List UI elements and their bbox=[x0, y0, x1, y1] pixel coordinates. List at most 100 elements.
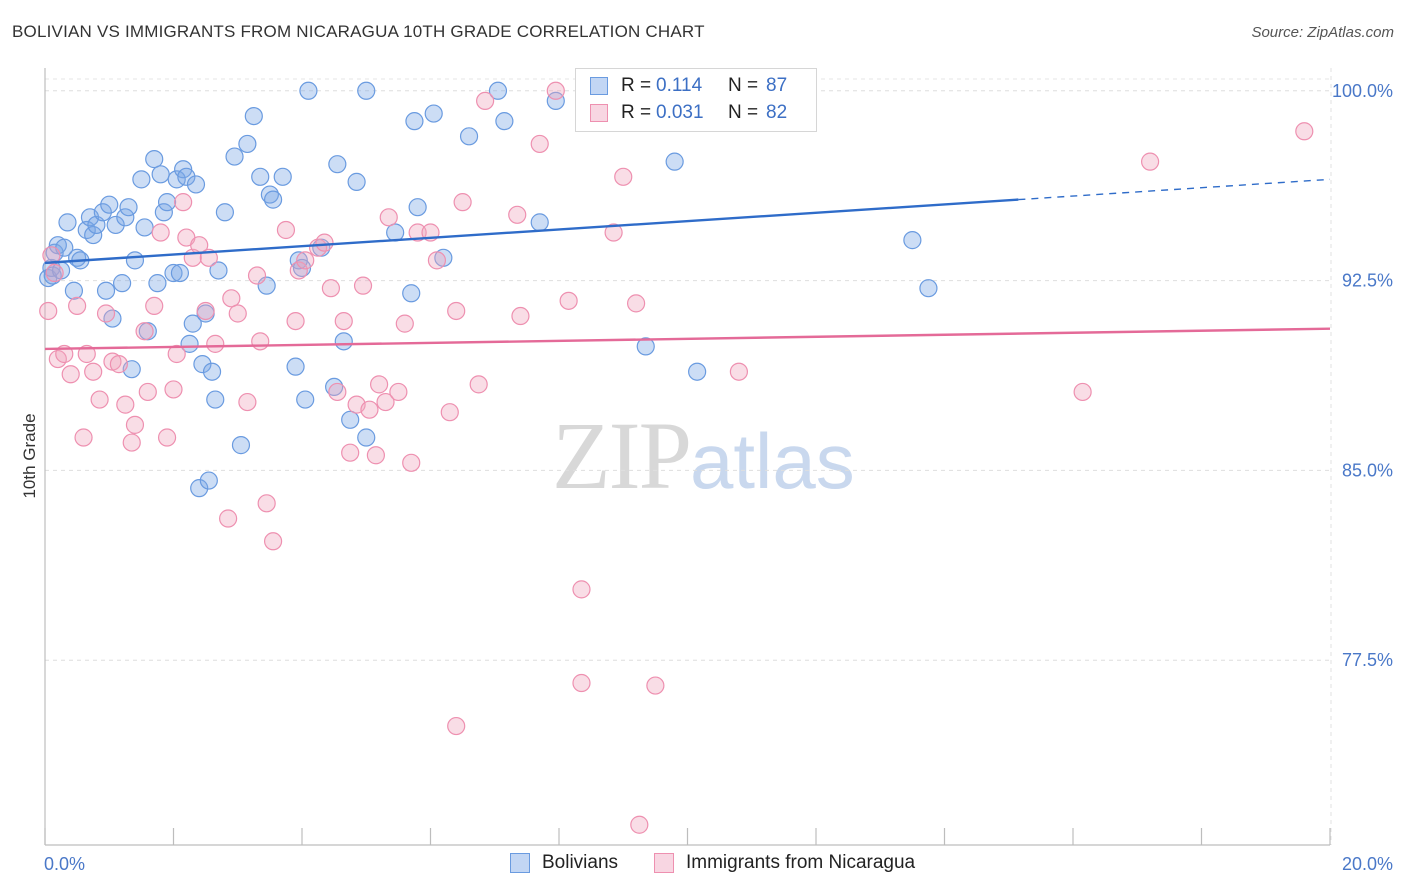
point-nicaragua bbox=[511, 306, 530, 326]
y-tick-label: 77.5% bbox=[1342, 650, 1393, 670]
point-bolivians bbox=[357, 428, 376, 447]
point-nicaragua bbox=[39, 301, 58, 321]
point-nicaragua bbox=[315, 233, 334, 252]
point-bolivians bbox=[325, 377, 344, 396]
point-nicaragua bbox=[476, 91, 495, 111]
point-bolivians bbox=[106, 215, 125, 235]
watermark-zip: ZIP bbox=[552, 402, 692, 509]
point-nicaragua bbox=[96, 304, 116, 323]
point-nicaragua bbox=[116, 395, 135, 414]
point-bolivians bbox=[296, 390, 315, 409]
point-nicaragua bbox=[196, 301, 215, 321]
stats-n-value: 82 bbox=[766, 102, 788, 123]
point-nicaragua bbox=[276, 220, 296, 240]
point-bolivians bbox=[273, 167, 292, 186]
point-nicaragua bbox=[427, 251, 447, 270]
point-nicaragua bbox=[206, 334, 225, 353]
point-bolivians bbox=[199, 471, 218, 490]
stats-swatch-bolivians bbox=[590, 77, 608, 95]
point-bolivians bbox=[286, 357, 305, 376]
stats-r-label: R = bbox=[621, 102, 652, 123]
point-bolivians bbox=[180, 334, 199, 353]
point-nicaragua bbox=[604, 223, 623, 242]
point-nicaragua bbox=[1140, 152, 1160, 171]
point-bolivians bbox=[206, 390, 225, 409]
point-bolivians bbox=[530, 213, 549, 232]
point-bolivians bbox=[93, 203, 112, 222]
stats-n-value: 87 bbox=[766, 75, 788, 96]
point-bolivians bbox=[299, 81, 318, 100]
trend-line-nicaragua bbox=[44, 327, 1331, 351]
point-bolivians bbox=[58, 213, 77, 232]
point-bolivians bbox=[341, 410, 360, 429]
point-bolivians bbox=[100, 195, 119, 214]
point-bolivians bbox=[132, 170, 151, 189]
point-bolivians bbox=[408, 198, 427, 217]
point-nicaragua bbox=[228, 304, 247, 323]
point-nicaragua bbox=[402, 453, 421, 472]
point-bolivians bbox=[112, 274, 132, 293]
point-bolivians bbox=[190, 479, 209, 498]
point-bolivians bbox=[154, 203, 173, 222]
point-nicaragua bbox=[366, 446, 385, 465]
point-nicaragua bbox=[447, 716, 466, 736]
point-nicaragua bbox=[546, 81, 565, 100]
point-bolivians bbox=[238, 134, 257, 154]
point-bolivians bbox=[145, 150, 164, 169]
point-nicaragua bbox=[68, 296, 87, 316]
point-bolivians bbox=[186, 175, 206, 194]
point-nicaragua bbox=[222, 289, 241, 308]
point-nicaragua bbox=[151, 223, 170, 242]
point-bolivians bbox=[328, 155, 347, 174]
point-nicaragua bbox=[572, 580, 591, 599]
point-nicaragua bbox=[90, 390, 109, 409]
point-bolivians bbox=[231, 436, 251, 455]
point-bolivians bbox=[263, 190, 283, 209]
point-nicaragua bbox=[447, 301, 466, 321]
chart-title: BOLIVIAN VS IMMIGRANTS FROM NICARAGUA 10… bbox=[12, 22, 705, 41]
y-tick-label: 85.0% bbox=[1342, 460, 1393, 480]
point-nicaragua bbox=[559, 291, 578, 310]
point-bolivians bbox=[202, 362, 222, 381]
point-bolivians bbox=[546, 91, 565, 111]
point-nicaragua bbox=[296, 251, 315, 270]
y-tick-label: 92.5% bbox=[1342, 271, 1393, 291]
point-nicaragua bbox=[395, 314, 414, 333]
point-nicaragua bbox=[530, 134, 549, 154]
stats-r-value: 0.114 bbox=[656, 75, 703, 96]
point-bolivians bbox=[183, 314, 202, 333]
point-bolivians bbox=[151, 165, 170, 184]
point-bolivians bbox=[96, 281, 116, 300]
point-bolivians bbox=[386, 223, 405, 242]
trend-line-bolivians bbox=[44, 198, 1019, 265]
y-tick-label: 100.0% bbox=[1332, 81, 1393, 101]
point-bolivians bbox=[164, 263, 183, 283]
point-nicaragua bbox=[729, 362, 749, 381]
point-nicaragua bbox=[135, 322, 154, 341]
point-bolivians bbox=[148, 274, 167, 293]
point-bolivians bbox=[260, 185, 279, 204]
stats-box: R = 0.114 N = 87 R = 0.031 N = 82 bbox=[575, 68, 817, 132]
point-nicaragua bbox=[289, 261, 308, 280]
point-bolivians bbox=[135, 218, 154, 237]
point-bolivians bbox=[459, 127, 479, 146]
point-bolivians bbox=[488, 81, 508, 100]
point-bolivians bbox=[251, 167, 270, 186]
point-nicaragua bbox=[353, 276, 373, 295]
point-nicaragua bbox=[328, 382, 347, 402]
point-bolivians bbox=[402, 284, 421, 303]
point-nicaragua bbox=[122, 433, 141, 452]
point-nicaragua bbox=[77, 344, 96, 364]
point-nicaragua bbox=[440, 403, 459, 422]
point-nicaragua bbox=[376, 392, 395, 412]
watermark: ZIPatlas bbox=[552, 400, 855, 511]
point-bolivians bbox=[125, 251, 145, 270]
trend-lines bbox=[44, 178, 1331, 351]
point-bolivians bbox=[357, 81, 376, 100]
point-bolivians bbox=[193, 355, 212, 374]
point-nicaragua bbox=[469, 375, 488, 394]
stats-r-value: 0.031 bbox=[656, 102, 704, 123]
point-nicaragua bbox=[164, 380, 183, 399]
point-bolivians bbox=[170, 263, 190, 283]
point-nicaragua bbox=[286, 311, 305, 331]
